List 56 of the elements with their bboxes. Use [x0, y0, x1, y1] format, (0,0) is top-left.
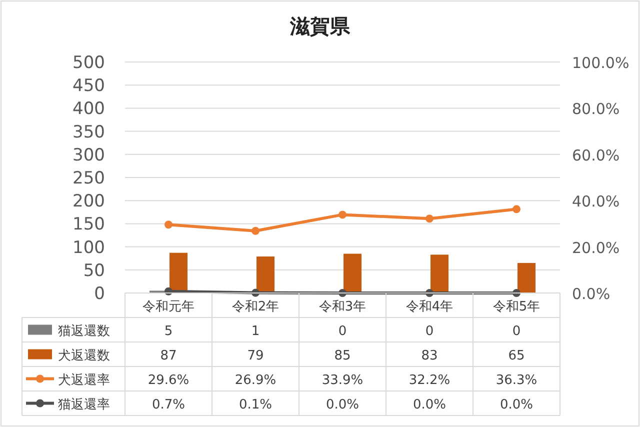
chart-title: 滋賀県 — [289, 14, 351, 38]
y2-tick-label: 100.0% — [572, 54, 630, 72]
point — [252, 226, 260, 235]
x-tick-label: 令和4年 — [406, 299, 454, 314]
legend-label: 猫返還数 — [58, 324, 110, 339]
data-label: 87 — [160, 348, 177, 364]
y-tick-label: 350 — [72, 122, 105, 142]
y-tick-label: 150 — [72, 214, 105, 235]
legend-label: 犬返還数 — [58, 348, 110, 364]
data-label: 0 — [425, 324, 434, 339]
bar — [256, 256, 274, 293]
data-label: 0 — [512, 324, 521, 339]
data-label: 32.2% — [408, 372, 450, 388]
bar — [518, 262, 536, 293]
data-label: 5 — [164, 324, 173, 339]
y2-tick-label: 60.0% — [572, 146, 620, 164]
x-tick-label: 令和元年 — [142, 299, 194, 314]
point — [512, 205, 520, 214]
legend-label: 犬返還率 — [58, 372, 110, 388]
data-label: 0.0% — [500, 397, 534, 412]
x-tick-label: 令和2年 — [232, 299, 280, 314]
y2-tick-label: 80.0% — [572, 100, 620, 118]
data-label: 36.3% — [496, 372, 538, 388]
data-label: 0 — [338, 324, 347, 339]
data-label: 0.0% — [326, 397, 360, 412]
data-label: 1 — [251, 324, 260, 339]
point — [426, 214, 434, 223]
y2-tick-label: 40.0% — [572, 192, 620, 211]
data-label: 85 — [334, 348, 351, 364]
data-label: 83 — [421, 348, 438, 364]
data-label: 29.6% — [148, 372, 190, 388]
y-tick-label: 300 — [72, 145, 105, 166]
y-tick-label: 400 — [72, 99, 105, 120]
data-label: 65 — [508, 348, 525, 364]
point — [164, 220, 172, 229]
y-tick-label: 250 — [72, 168, 105, 188]
data-label: 33.9% — [322, 372, 364, 388]
y2-tick-label: 20.0% — [572, 238, 620, 257]
data-label: 79 — [247, 348, 264, 364]
y-tick-label: 0 — [94, 284, 105, 304]
y-tick-label: 500 — [72, 53, 105, 73]
data-label: 0.1% — [238, 397, 272, 412]
data-label: 0.0% — [412, 397, 446, 412]
y-tick-label: 200 — [72, 192, 105, 212]
y-tick-label: 100 — [72, 238, 105, 258]
y2-tick-label: 0.0% — [572, 285, 610, 303]
x-tick-label: 令和3年 — [318, 299, 366, 314]
x-tick-label: 令和5年 — [492, 299, 540, 314]
bar — [430, 254, 448, 293]
point — [338, 210, 346, 219]
data-label: 26.9% — [234, 372, 276, 388]
legend-label: 猫返還率 — [58, 396, 110, 412]
y-tick-label: 450 — [72, 76, 105, 96]
y-tick-label: 50 — [83, 260, 105, 281]
bar — [344, 254, 362, 293]
data-label: 0.7% — [152, 397, 186, 412]
